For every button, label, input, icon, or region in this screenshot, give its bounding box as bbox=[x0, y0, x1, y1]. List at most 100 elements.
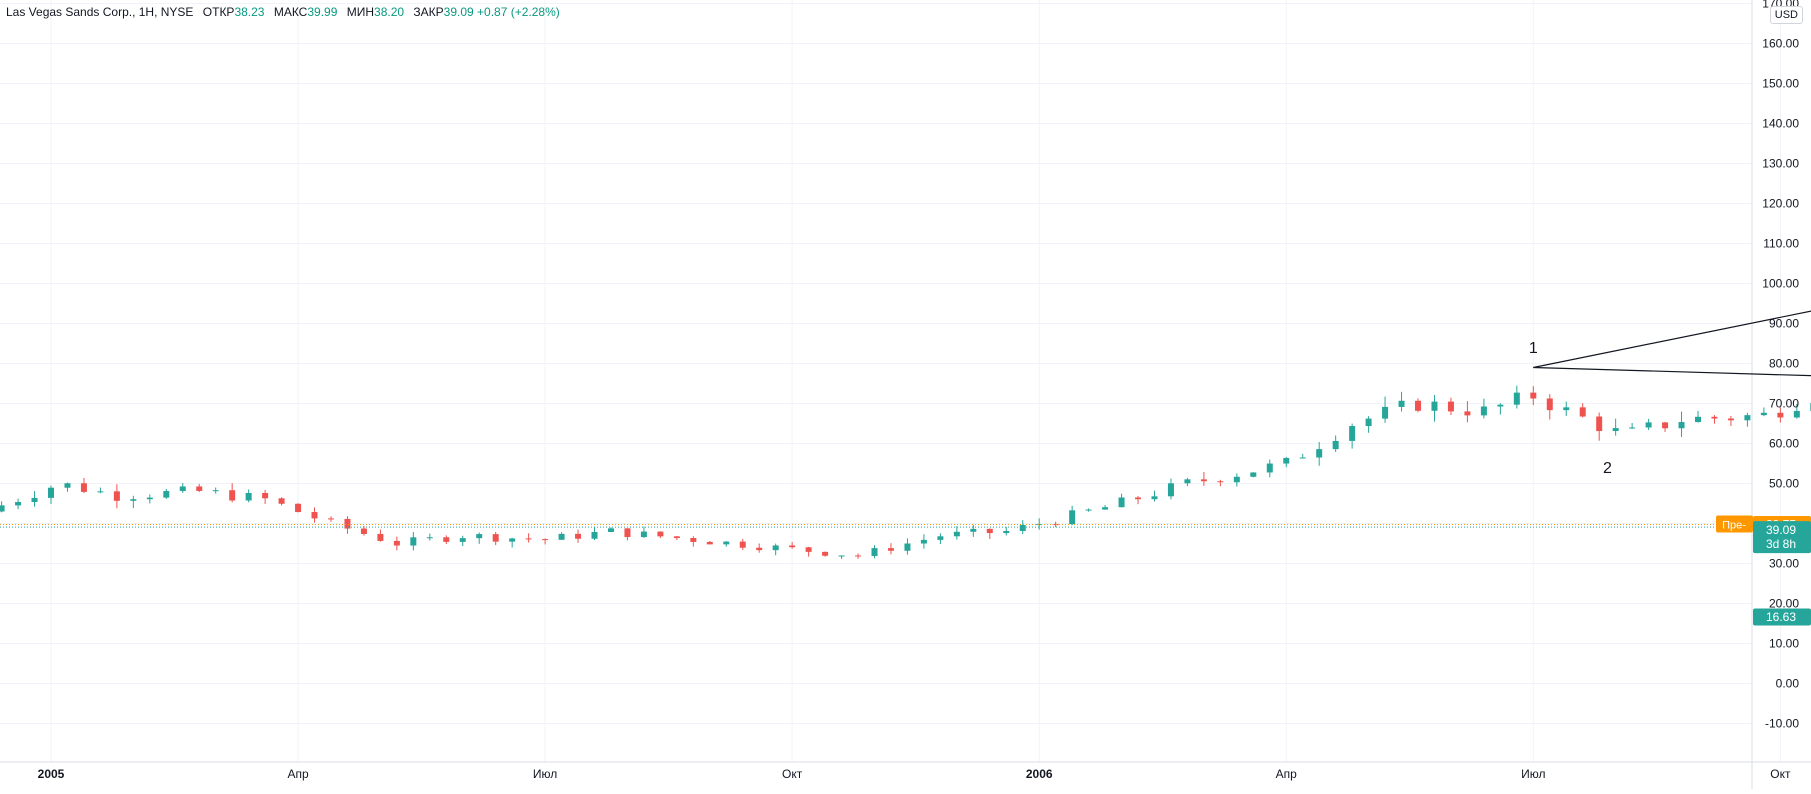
high-value: 39.99 bbox=[307, 5, 338, 19]
open-value: 38.23 bbox=[234, 5, 265, 19]
candle-body bbox=[1299, 457, 1306, 459]
candle-body bbox=[393, 540, 400, 546]
candle-body bbox=[1513, 392, 1520, 405]
currency-button[interactable]: USD bbox=[1769, 6, 1803, 24]
x-tick-label: Окт bbox=[782, 767, 803, 781]
candle-body bbox=[838, 555, 845, 557]
x-tick-label: Июл bbox=[533, 767, 557, 781]
candle-body bbox=[492, 534, 499, 542]
chart-legend-header: Las Vegas Sands Corp., 1Н, NYSE ОТКР38.2… bbox=[6, 5, 560, 19]
candle-body bbox=[1464, 411, 1471, 416]
candle-body bbox=[48, 487, 54, 498]
candle-body bbox=[1382, 406, 1389, 419]
y-tick-label: 80.00 bbox=[1769, 357, 1799, 371]
candle-body bbox=[509, 538, 516, 542]
trend-line[interactable] bbox=[1533, 52, 1811, 369]
candle-body bbox=[64, 483, 71, 488]
candle-body bbox=[1760, 412, 1767, 416]
candle-body bbox=[245, 492, 252, 501]
candle-body bbox=[624, 528, 631, 538]
candle-body bbox=[1629, 427, 1636, 429]
candle-body bbox=[1480, 406, 1487, 416]
candle-body bbox=[295, 503, 302, 513]
y-tick-label: 170.00 bbox=[1762, 0, 1799, 11]
candle-body bbox=[1118, 497, 1125, 508]
candle-body bbox=[278, 498, 285, 504]
candle-body bbox=[1645, 422, 1652, 428]
candle-body bbox=[904, 543, 911, 551]
wave-label[interactable]: 1 bbox=[1529, 340, 1538, 357]
candle-body bbox=[476, 534, 483, 539]
x-tick-label: 2006 bbox=[1026, 767, 1053, 781]
candle-body bbox=[855, 555, 862, 557]
candle-body bbox=[756, 547, 763, 551]
last-price-tag bbox=[1753, 521, 1811, 554]
y-tick-label: 0.00 bbox=[1776, 677, 1800, 691]
candle-body bbox=[377, 533, 384, 541]
x-tick-label: Июл bbox=[1521, 767, 1545, 781]
wave-label[interactable]: 2 bbox=[1603, 460, 1612, 477]
candle-body bbox=[179, 486, 186, 492]
candle-body bbox=[723, 541, 730, 545]
y-tick-label: 30.00 bbox=[1769, 557, 1799, 571]
candle-body bbox=[1332, 440, 1339, 450]
candle-body bbox=[15, 502, 22, 506]
symbol-title[interactable]: Las Vegas Sands Corp., 1Н, NYSE bbox=[6, 5, 194, 19]
candle-body bbox=[1052, 524, 1059, 526]
bar-countdown: 3d 8h bbox=[1766, 537, 1796, 551]
candle-body bbox=[1431, 401, 1438, 411]
candle-body bbox=[575, 533, 582, 539]
candle-body bbox=[1563, 407, 1570, 411]
candle-body bbox=[640, 531, 647, 538]
candle-body bbox=[113, 491, 120, 501]
candle-body bbox=[1217, 481, 1224, 483]
x-tick-label: 2005 bbox=[38, 767, 65, 781]
candle-body bbox=[1415, 400, 1422, 411]
candle-body bbox=[789, 545, 796, 548]
y-tick-label: 10.00 bbox=[1769, 637, 1799, 651]
candle-body bbox=[1184, 479, 1191, 484]
candle-body bbox=[1283, 457, 1290, 464]
candle-body bbox=[1003, 530, 1010, 534]
candle-body bbox=[953, 531, 960, 537]
low-label: МИН bbox=[346, 5, 375, 19]
x-tick-label: Окт bbox=[1770, 767, 1791, 781]
candle-body bbox=[1349, 426, 1356, 441]
candle-body bbox=[1151, 496, 1158, 500]
candle-body bbox=[1447, 401, 1454, 412]
pre-market-label: Пре- bbox=[1722, 520, 1746, 532]
candle-body bbox=[1316, 449, 1323, 458]
x-tick-label: Апр bbox=[287, 767, 309, 781]
candle-body bbox=[360, 528, 367, 534]
candle-body bbox=[1250, 472, 1257, 477]
candle-body bbox=[986, 528, 993, 534]
low-value: 38.20 bbox=[374, 5, 405, 19]
y-tick-label: 110.00 bbox=[1763, 237, 1799, 251]
candle-body bbox=[1727, 418, 1734, 421]
y-tick-label: 140.00 bbox=[1762, 117, 1799, 131]
candle-body bbox=[970, 528, 977, 532]
candle-body bbox=[591, 531, 598, 539]
close-label: ЗАКР bbox=[413, 5, 444, 19]
y-tick-label: 120.00 bbox=[1762, 197, 1799, 211]
candle-body bbox=[1167, 483, 1174, 497]
candle-body bbox=[558, 533, 565, 540]
candle-body bbox=[1678, 422, 1685, 429]
open-label: ОТКР bbox=[202, 5, 235, 19]
candle-body bbox=[1695, 416, 1701, 423]
y-tick-label: 100.00 bbox=[1762, 277, 1799, 291]
candle-body bbox=[1036, 524, 1043, 526]
candle-body bbox=[410, 537, 417, 546]
candle-body bbox=[1579, 407, 1586, 417]
last-price: 39.09 bbox=[1766, 523, 1796, 537]
candle-body bbox=[1085, 509, 1092, 511]
x-tick-label: Апр bbox=[1276, 767, 1298, 781]
candle-body bbox=[311, 512, 318, 519]
candle-body bbox=[31, 497, 38, 503]
candle-body bbox=[920, 539, 927, 544]
candle-body bbox=[1711, 416, 1718, 419]
candle-body bbox=[1662, 422, 1669, 429]
candle-body bbox=[1069, 510, 1076, 525]
